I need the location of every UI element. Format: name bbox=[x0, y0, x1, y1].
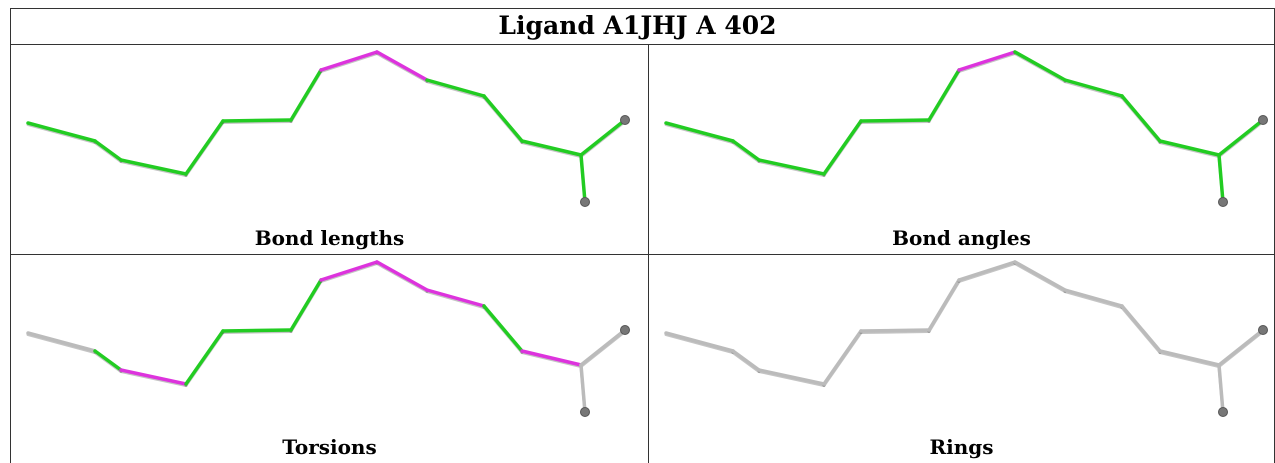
molecule-bond-lengths bbox=[26, 50, 630, 207]
bond-neutral bbox=[927, 278, 961, 332]
bond-outlier bbox=[425, 288, 486, 308]
bond-neutral bbox=[26, 331, 97, 353]
bond-ok bbox=[520, 139, 583, 157]
border-title-bottom bbox=[10, 44, 1275, 45]
bond-outlier bbox=[119, 368, 188, 386]
panel-caption-bond-angles: Bond angles bbox=[892, 226, 1031, 250]
bond-ok bbox=[822, 119, 863, 176]
bond-outlier bbox=[375, 260, 429, 292]
bond-ok bbox=[184, 329, 225, 386]
bond-outlier bbox=[319, 50, 379, 72]
molecule-bond-angles bbox=[664, 50, 1268, 207]
bond-ok bbox=[93, 349, 123, 372]
bond-ok bbox=[482, 94, 524, 143]
bond-ok bbox=[221, 118, 293, 123]
bond-ok bbox=[119, 158, 188, 176]
bond-neutral bbox=[1013, 260, 1067, 292]
bond-ok bbox=[1013, 50, 1067, 82]
bond-neutral bbox=[1217, 363, 1225, 414]
terminal-atom bbox=[580, 197, 590, 207]
bond-outlier bbox=[319, 260, 379, 282]
panel-torsions: Torsions bbox=[11, 255, 648, 463]
bond-ok bbox=[757, 158, 826, 176]
bond-ok bbox=[425, 78, 486, 98]
bond-ok bbox=[289, 68, 323, 122]
terminal-atom bbox=[1218, 197, 1228, 207]
bond-ok bbox=[26, 121, 97, 143]
bond-ok bbox=[579, 118, 627, 157]
bond-neutral bbox=[822, 329, 863, 386]
border-left bbox=[10, 8, 11, 463]
bond-neutral bbox=[1063, 288, 1124, 308]
molecule-torsions bbox=[26, 260, 630, 417]
bond-ok bbox=[221, 328, 293, 333]
bond-ok bbox=[1120, 94, 1162, 143]
border-middle-vertical bbox=[648, 44, 649, 463]
bond-ok bbox=[664, 121, 735, 143]
panel-caption-bond-lengths: Bond lengths bbox=[254, 226, 405, 250]
bond-ok bbox=[1063, 78, 1124, 98]
panel-bond-angles: Bond angles bbox=[649, 45, 1274, 254]
panel-bond-lengths: Bond lengths bbox=[11, 45, 648, 254]
border-top bbox=[10, 8, 1275, 9]
bond-neutral bbox=[1217, 328, 1265, 367]
bond-outlier bbox=[520, 349, 583, 367]
bond-neutral bbox=[579, 328, 627, 367]
figure-title: Ligand A1JHJ A 402 bbox=[498, 11, 777, 40]
bond-outlier bbox=[375, 50, 429, 82]
terminal-atom bbox=[1258, 115, 1268, 125]
bond-ok bbox=[731, 139, 761, 162]
panel-rings: Rings bbox=[649, 255, 1274, 463]
bond-neutral bbox=[664, 331, 735, 353]
terminal-atom bbox=[620, 325, 630, 335]
bond-outlier bbox=[957, 50, 1017, 72]
terminal-atom bbox=[1218, 407, 1228, 417]
bond-ok bbox=[1217, 118, 1265, 157]
bond-neutral bbox=[1120, 304, 1162, 353]
molecule-rings bbox=[664, 260, 1268, 417]
terminal-atom bbox=[620, 115, 630, 125]
terminal-atom bbox=[580, 407, 590, 417]
bond-ok bbox=[184, 119, 225, 176]
bond-ok bbox=[93, 139, 123, 162]
border-middle-horizontal bbox=[10, 254, 1275, 255]
terminal-atom bbox=[1258, 325, 1268, 335]
bond-ok bbox=[1158, 139, 1221, 157]
bond-ok bbox=[1217, 153, 1225, 204]
bond-neutral bbox=[957, 260, 1017, 282]
bond-ok bbox=[482, 304, 524, 353]
bond-neutral bbox=[859, 328, 931, 333]
bond-neutral bbox=[1158, 349, 1221, 367]
bond-neutral bbox=[731, 349, 761, 372]
bond-ok bbox=[927, 68, 961, 122]
panel-caption-rings: Rings bbox=[929, 435, 994, 459]
bond-neutral bbox=[579, 363, 587, 414]
bond-neutral bbox=[757, 368, 826, 386]
panel-caption-torsions: Torsions bbox=[282, 435, 377, 459]
bond-ok bbox=[289, 278, 323, 332]
bond-ok bbox=[579, 153, 587, 204]
bond-ok bbox=[859, 118, 931, 123]
